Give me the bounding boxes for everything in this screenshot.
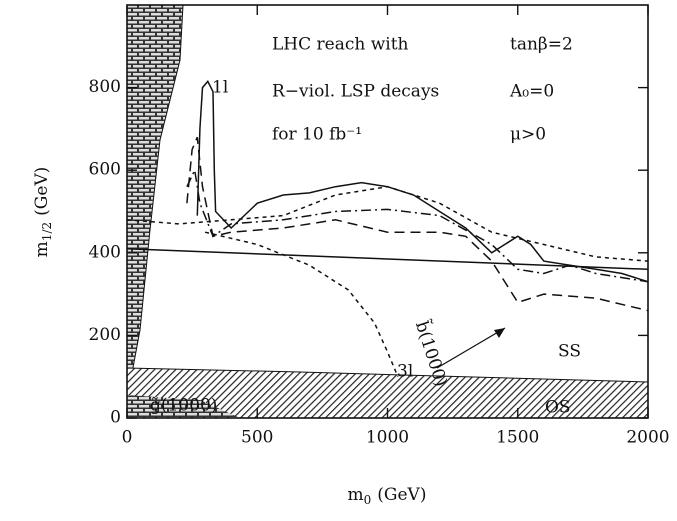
annotation: R−viol. LSP decays — [272, 82, 439, 102]
y-axis-label-base: m — [32, 241, 52, 257]
x-axis-label-base: m — [348, 485, 364, 505]
excluded-region — [126, 4, 184, 401]
curve — [126, 247, 649, 271]
annotation: SS — [558, 342, 581, 362]
x-tick-label: 2000 — [626, 428, 669, 448]
y-tick-label: 200 — [89, 325, 121, 345]
y-tick-label: 400 — [89, 242, 121, 262]
curve — [196, 80, 649, 283]
y-axis-label-sub: 1/2 — [40, 222, 54, 241]
annotation: tanβ=2 — [510, 35, 573, 55]
excluded-corner — [127, 395, 240, 418]
arrow — [436, 327, 506, 369]
x-axis-label-sub: 0 — [364, 493, 372, 507]
y-axis-label: m1/2 (GeV) — [32, 167, 54, 258]
curve — [204, 231, 399, 377]
x-axis-label: m0 (GeV) — [348, 485, 427, 507]
annotation: OS — [545, 398, 571, 418]
y-axis-label-unit: (GeV) — [32, 167, 52, 216]
annotation: 1l — [212, 78, 228, 98]
annotation: g̃(1000) — [150, 396, 217, 416]
annotation: 3l — [397, 362, 413, 382]
annotation: A₀=0 — [509, 82, 554, 102]
x-tick-label: 0 — [122, 428, 133, 448]
annotation: μ>0 — [510, 125, 546, 145]
x-tick-label: 500 — [241, 428, 273, 448]
x-tick-label: 1000 — [366, 428, 409, 448]
y-tick-label: 600 — [89, 160, 121, 180]
y-tick-label: 0 — [110, 408, 121, 428]
x-tick-label: 1500 — [496, 428, 539, 448]
x-axis-label-unit: (GeV) — [377, 485, 426, 505]
annotation: LHC reach with — [272, 35, 409, 55]
curve — [186, 167, 649, 283]
arrow-head — [494, 328, 505, 338]
y-tick-label: 800 — [89, 77, 121, 97]
curve — [186, 136, 649, 312]
annotation: for 10 fb⁻¹ — [272, 125, 362, 145]
curve — [126, 185, 649, 262]
